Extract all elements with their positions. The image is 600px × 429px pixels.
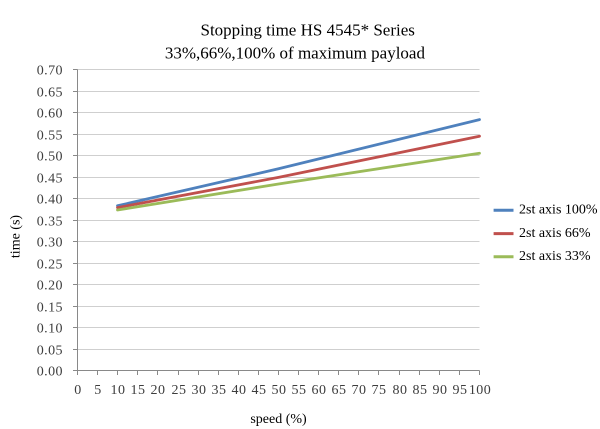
- svg-text:2st axis 66%: 2st axis 66%: [519, 226, 591, 241]
- svg-text:65: 65: [332, 383, 347, 398]
- svg-text:35: 35: [212, 383, 227, 398]
- svg-text:2st axis 100%: 2st axis 100%: [519, 203, 598, 218]
- svg-text:Stopping time HS 4545* Series: Stopping time HS 4545* Series: [200, 21, 414, 40]
- svg-text:55: 55: [292, 383, 307, 398]
- svg-text:33%,66%,100% of maximum payloa: 33%,66%,100% of maximum payload: [165, 43, 426, 62]
- svg-text:0: 0: [74, 383, 81, 398]
- svg-text:0.05: 0.05: [37, 344, 63, 359]
- svg-text:0.20: 0.20: [37, 279, 63, 294]
- svg-text:50: 50: [272, 383, 287, 398]
- svg-text:85: 85: [413, 383, 428, 398]
- svg-text:70: 70: [352, 383, 367, 398]
- svg-text:0.15: 0.15: [37, 301, 63, 316]
- svg-text:40: 40: [232, 383, 247, 398]
- svg-text:0.60: 0.60: [37, 107, 63, 122]
- svg-text:0.70: 0.70: [37, 64, 63, 79]
- svg-text:100: 100: [469, 383, 491, 398]
- svg-text:time (s): time (s): [9, 215, 24, 258]
- svg-text:95: 95: [453, 383, 468, 398]
- svg-text:20: 20: [151, 383, 166, 398]
- svg-text:0.50: 0.50: [37, 150, 63, 165]
- svg-text:0.55: 0.55: [37, 129, 63, 144]
- svg-text:0.00: 0.00: [37, 365, 63, 380]
- svg-text:30: 30: [192, 383, 207, 398]
- svg-text:15: 15: [131, 383, 146, 398]
- svg-text:0.45: 0.45: [37, 172, 63, 187]
- svg-text:80: 80: [393, 383, 408, 398]
- svg-text:75: 75: [372, 383, 387, 398]
- svg-text:2st axis 33%: 2st axis 33%: [519, 249, 591, 264]
- svg-text:0.10: 0.10: [37, 322, 63, 337]
- svg-text:45: 45: [252, 383, 267, 398]
- svg-text:0.30: 0.30: [37, 236, 63, 251]
- svg-text:10: 10: [111, 383, 126, 398]
- svg-text:5: 5: [94, 383, 101, 398]
- svg-text:0.25: 0.25: [37, 258, 63, 273]
- svg-text:speed (%): speed (%): [250, 412, 307, 427]
- svg-text:60: 60: [312, 383, 327, 398]
- svg-text:90: 90: [433, 383, 448, 398]
- svg-text:0.40: 0.40: [37, 193, 63, 208]
- svg-text:0.35: 0.35: [37, 215, 63, 230]
- svg-text:25: 25: [172, 383, 187, 398]
- svg-text:0.65: 0.65: [37, 86, 63, 101]
